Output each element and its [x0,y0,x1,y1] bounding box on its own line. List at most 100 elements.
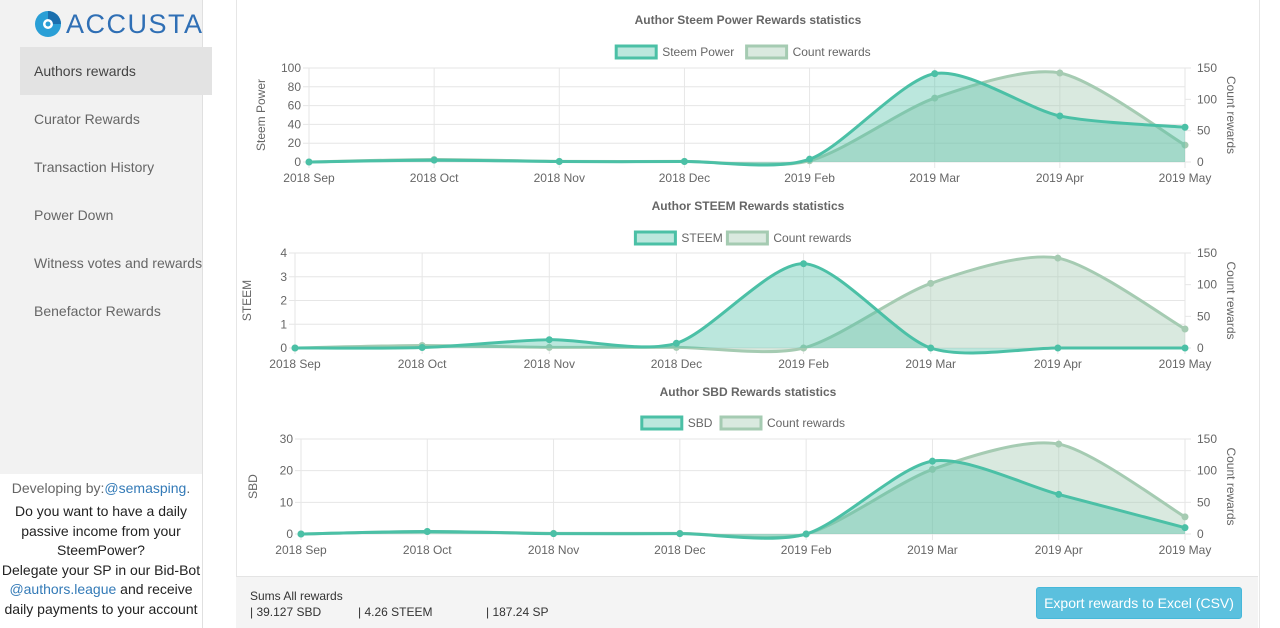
y2-tick-label: 150 [1197,61,1217,75]
bid-bot-link[interactable]: @authors.league [9,581,117,597]
sum-sbd: | 39.127 SBD [250,605,322,619]
data-point-steem-power [806,155,814,163]
developer-link[interactable]: @semasping [104,480,187,496]
promo-line-2: Delegate your SP in our Bid-Bot @authors… [0,561,202,620]
promo-line-2-prefix: Delegate your SP in our Bid-Bot [1,561,201,578]
data-point-steem [418,344,426,352]
data-point-steem [1181,344,1189,352]
legend-label-count-rewards: Count rewards [793,45,871,59]
y-tick-label: 20 [280,464,294,478]
y2-tick-label: 150 [1197,432,1217,446]
y-tick-label: 0 [280,341,287,355]
developer-credit: Developing by:@semasping. [0,480,202,496]
promo-line-1: Do you want to have a daily passive inco… [15,503,187,558]
promo-text: Do you want to have a daily passive inco… [0,502,202,619]
y2-tick-label: 0 [1197,155,1204,169]
x-tick-label: 2019 Mar [907,543,958,557]
legend-swatch-count-rewards [725,230,769,246]
sum-sp: | 187.24 SP [486,605,549,619]
x-tick-label: 2019 Apr [1035,543,1083,557]
developer-suffix: . [186,480,191,496]
x-tick-label: 2018 Oct [403,543,452,557]
data-point-steem-power [1056,112,1064,120]
series-area-steem [295,263,1185,353]
series-line-steem-power [308,71,1186,167]
y2-tick-label: 50 [1197,495,1211,509]
data-point-count-rewards [1181,141,1189,149]
series-area-count-rewards [309,71,1185,165]
data-point-count-rewards [1056,69,1064,77]
y2-tick-label: 100 [1197,464,1217,478]
x-tick-label: 2018 Dec [659,171,710,185]
x-tick-label: 2018 Oct [398,357,447,371]
y2-axis-label: Count rewards [1224,261,1238,339]
legend-swatch-count-rewards [719,415,763,431]
data-point-steem [800,260,808,268]
chart-title: Author Steem Power Rewards statistics [635,13,862,27]
promo-line-2-suffix: and receive daily payments to your accou… [4,581,198,617]
chart-title: Author STEEM Rewards statistics [652,199,845,213]
x-tick-label: 2018 Sep [269,357,321,371]
data-point-count-rewards [1055,440,1063,448]
legend-label-count-rewards: Count rewards [767,416,845,430]
x-tick-label: 2019 Apr [1036,171,1084,185]
data-point-count-rewards [800,344,808,352]
sbd-chart: Author SBD Rewards statistics SBD Count re… [246,385,1238,557]
y-tick-label: 2 [280,294,287,308]
y-tick-label: 1 [280,317,287,331]
y-tick-label: 0 [286,527,293,541]
sums-title: Sums All rewards [250,589,343,603]
y2-tick-label: 150 [1197,246,1217,260]
y-tick-label: 20 [288,136,302,150]
sidebar-item-curator-rewards[interactable]: Curator Rewards [34,111,140,127]
data-point-count-rewards [927,279,935,287]
legend-label-count-rewards: Count rewards [773,231,851,245]
main-content: Author Steem Power Rewards statistics Ste… [236,0,1260,628]
sidebar-item-authors-rewards[interactable]: Authors rewards [20,47,212,95]
sidebar-item-witness-votes[interactable]: Witness votes and rewards [34,255,203,271]
data-point-steem [545,336,553,344]
data-point-steem [1054,344,1062,352]
logo[interactable]: ACCUSTA [34,8,204,40]
export-csv-button[interactable]: Export rewards to Excel (CSV) [1036,587,1242,619]
y2-tick-label: 0 [1197,527,1204,541]
x-tick-label: 2019 Apr [1034,357,1082,371]
y-axis-label: STEEM [240,280,254,321]
x-tick-label: 2018 Oct [410,171,459,185]
data-point-count-rewards [1181,513,1189,521]
legend-swatch-steem-power [614,44,658,60]
y-tick-label: 4 [280,246,287,260]
app-name: ACCUSTA [66,8,204,39]
data-point-sbd [676,530,684,538]
series-area-steem-power [309,73,1185,165]
x-tick-label: 2019 Mar [905,357,956,371]
sidebar-item-transaction-history[interactable]: Transaction History [34,159,155,175]
y2-tick-label: 100 [1197,92,1217,106]
promo-box: Developing by:@semasping. Do you want to… [0,474,202,628]
sidebar-item-benefactor-rewards[interactable]: Benefactor Rewards [34,303,161,319]
x-tick-label: 2019 May [1159,357,1212,371]
data-point-sbd [802,530,810,538]
data-point-steem-power [305,158,313,166]
y-tick-label: 60 [288,99,302,113]
data-point-count-rewards [1181,325,1189,333]
data-point-steem [291,344,299,352]
data-point-sbd [1055,490,1063,498]
x-tick-label: 2019 Feb [781,543,832,557]
y-tick-label: 3 [280,270,287,284]
sidebar-item-power-down[interactable]: Power Down [34,207,114,223]
x-tick-label: 2019 May [1159,171,1212,185]
x-tick-label: 2019 Feb [784,171,835,185]
x-tick-label: 2019 Feb [778,357,829,371]
y-tick-label: 10 [280,495,294,509]
data-point-count-rewards [1054,254,1062,262]
sum-steem: | 4.26 STEEM [358,605,433,619]
legend-swatch-count-rewards [745,44,789,60]
x-tick-label: 2019 Mar [909,171,960,185]
steem-chart: Author STEEM Rewards statistics STEEM Coun… [240,199,1238,371]
series-line-sbd [300,459,1186,540]
data-point-steem-power [430,156,438,164]
data-point-steem [927,344,935,352]
developer-prefix: Developing by: [11,480,105,496]
x-tick-label: 2018 Sep [275,543,327,557]
